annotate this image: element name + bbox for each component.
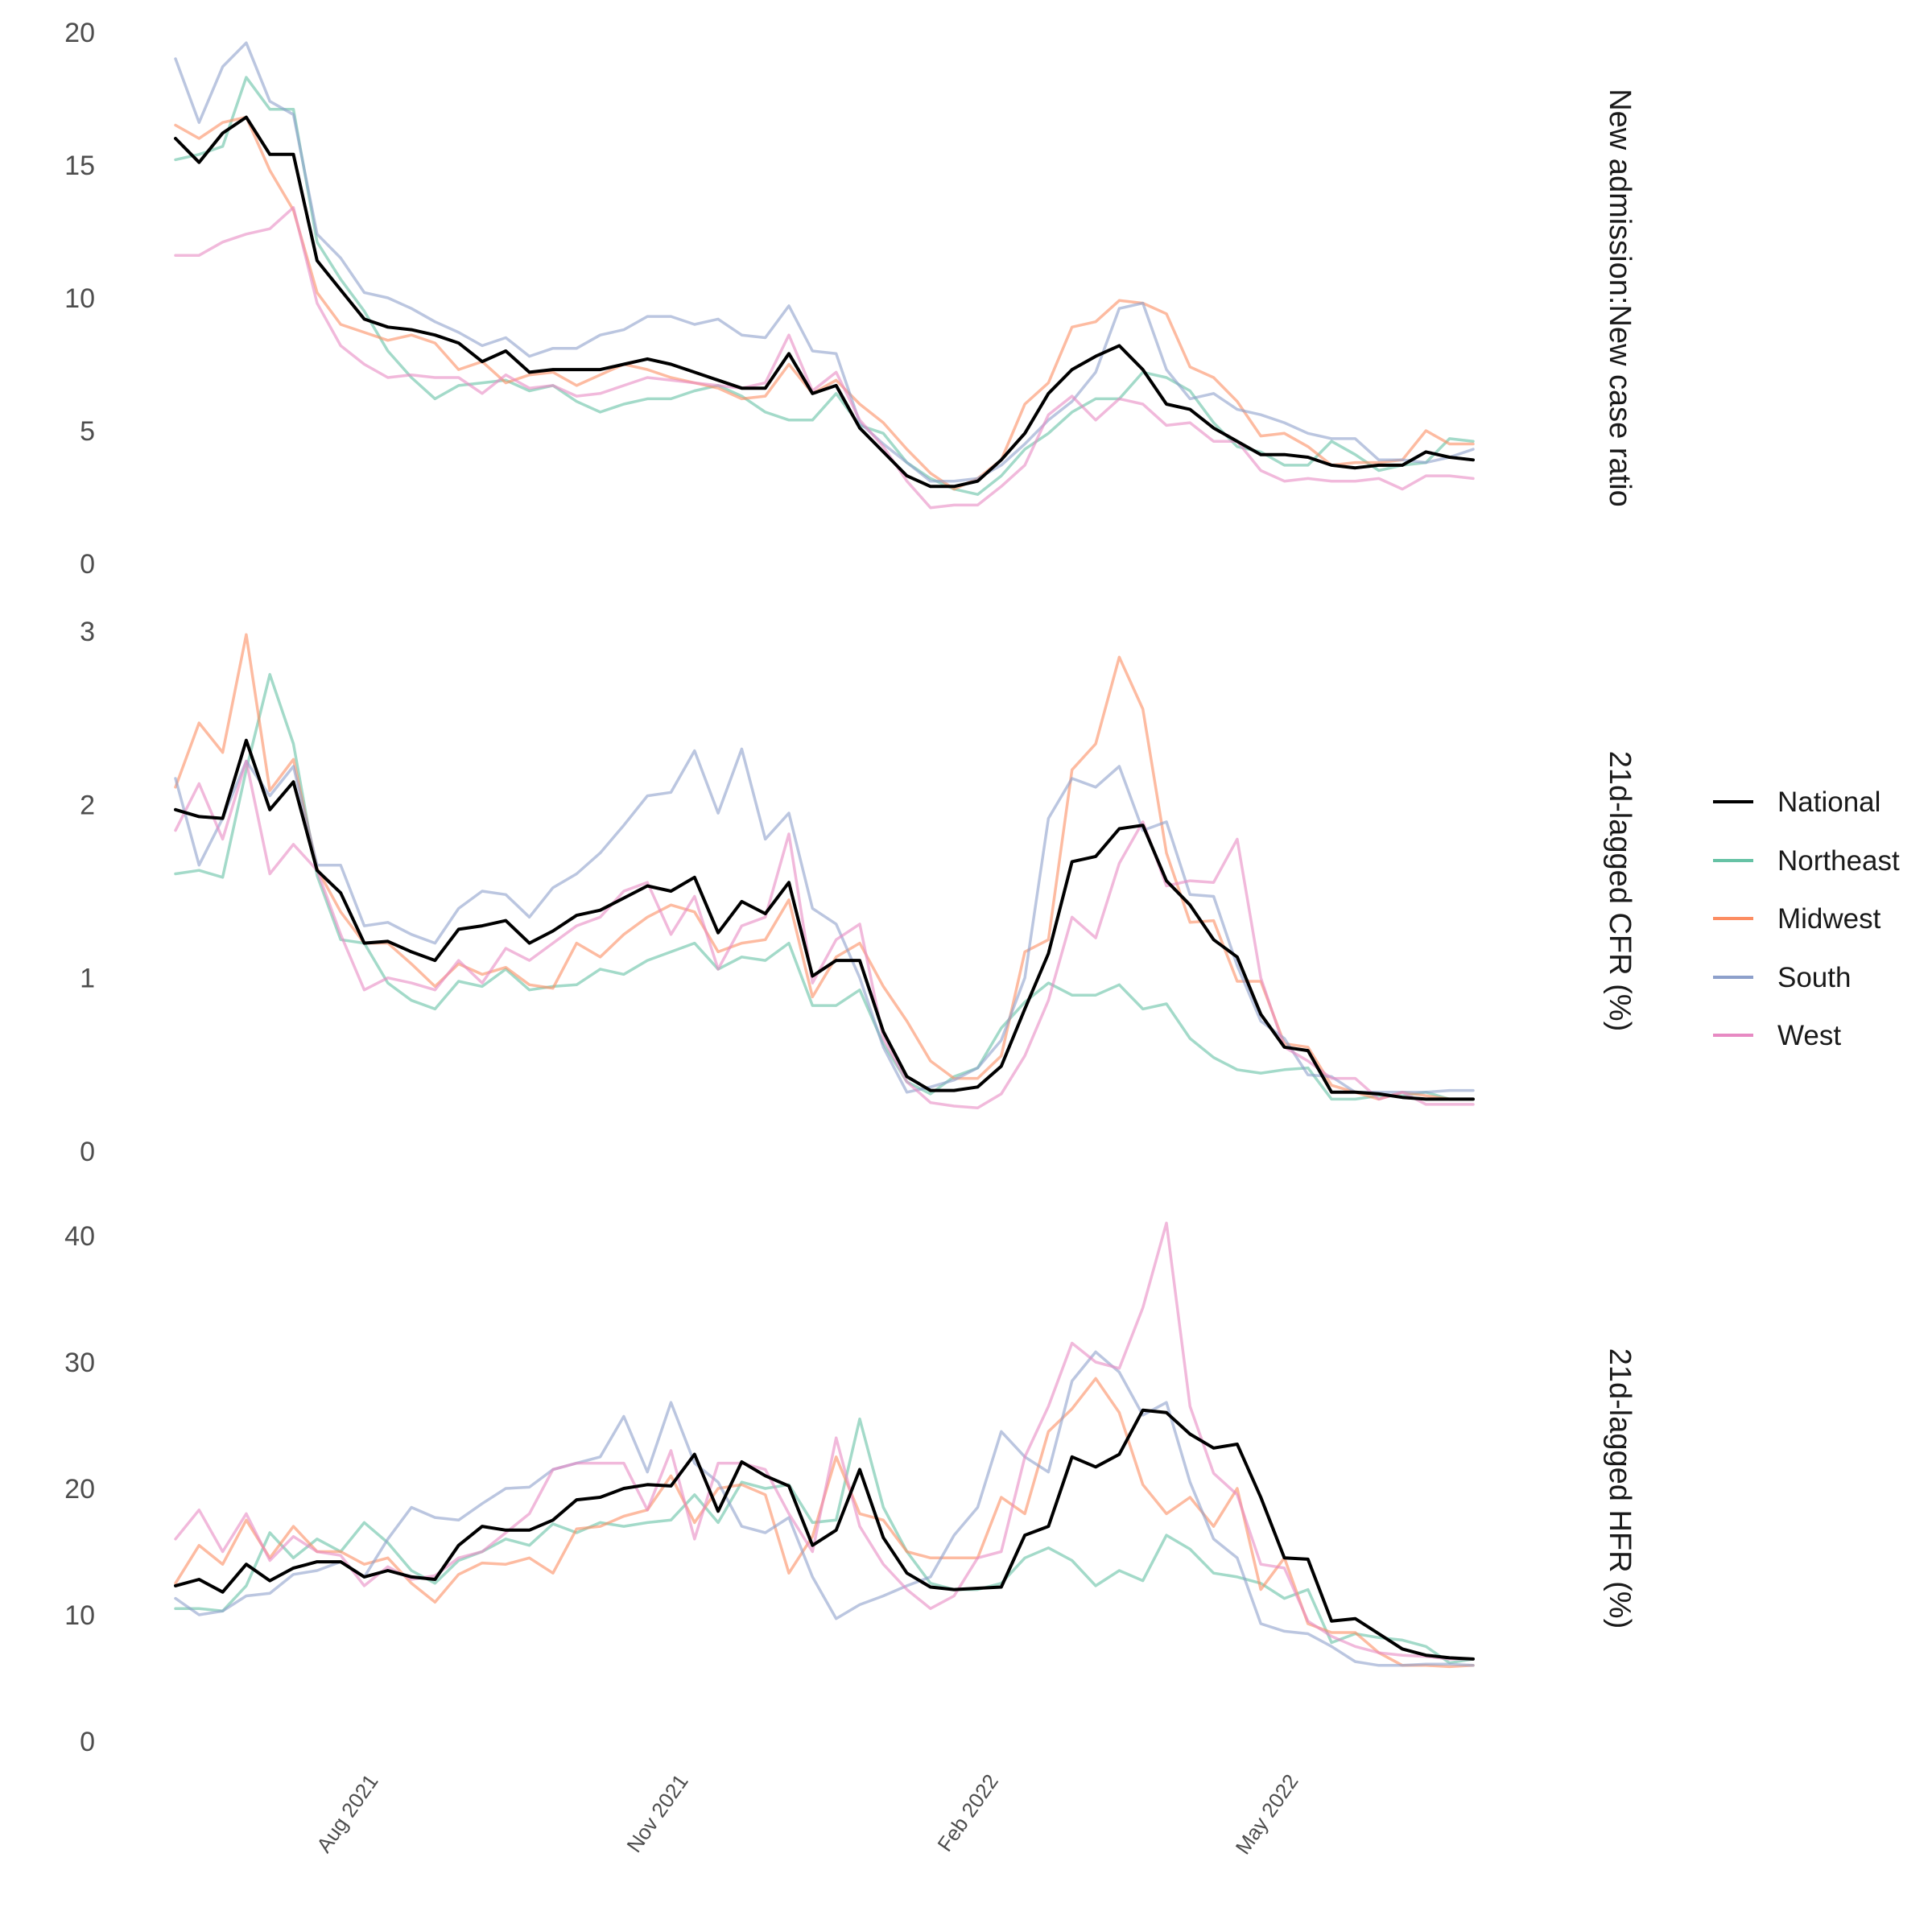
series-line-midwest [174,633,1475,1101]
y-tick-label: 2 [80,790,95,820]
panel-strip-label: 21d-lagged CFR (%) [1603,751,1637,1031]
x-tick-label: May 2022 [1231,1769,1303,1859]
series-line-midwest [174,115,1475,491]
series-line-south [174,747,1475,1094]
legend-label-west: West [1777,1020,1841,1051]
panel-1: 0 5 10 15 20 New admission:New case ratio [64,18,1637,580]
legend-item-national: National [1713,786,1880,818]
x-tick-label: Aug 2021 [312,1769,382,1856]
panel-2: 0 1 2 3 21d-lagged CFR (%) [80,617,1637,1167]
y-tick-label: 20 [64,18,95,48]
legend-label-northeast: Northeast [1777,845,1900,877]
legend-label-midwest: Midwest [1777,903,1881,935]
y-tick-label: 40 [64,1221,95,1252]
series-line-northeast [174,76,1475,496]
y-tick-label: 15 [64,151,95,181]
legend-item-south: South [1713,962,1851,993]
legend-label-south: South [1777,962,1851,993]
y-tick-label: 0 [80,1137,95,1167]
y-tick-label: 1 [80,964,95,994]
series-line-west [174,1221,1475,1661]
legend-item-west: West [1713,1020,1841,1051]
series-line-national [174,1408,1475,1661]
y-tick-label: 5 [80,416,95,447]
x-tick-label: Nov 2021 [621,1769,692,1856]
panel-strip-label: New admission:New case ratio [1603,89,1637,507]
series-line-northeast [174,673,1475,1101]
y-tick-label: 20 [64,1474,95,1505]
panel-3: 0 10 20 30 40 21d-lagged HFR (%) [64,1221,1637,1757]
series-line-national [174,115,1475,489]
y-tick-label: 30 [64,1348,95,1378]
series-line-west [174,206,1475,510]
series-line-south [174,1350,1475,1667]
y-tick-label: 3 [80,617,95,647]
series-line-west [174,759,1475,1109]
series-line-northeast [174,1417,1475,1665]
y-tick-label: 10 [64,1600,95,1631]
series-line-south [174,41,1475,483]
y-tick-label: 0 [80,1727,95,1757]
legend: National Northeast Midwest South West [1713,786,1900,1051]
series-line-national [174,738,1475,1101]
y-tick-label: 10 [64,283,95,314]
legend-item-midwest: Midwest [1713,903,1881,935]
legend-item-northeast: Northeast [1713,845,1900,877]
legend-label-national: National [1777,786,1880,818]
y-tick-label: 0 [80,549,95,580]
x-axis: Aug 2021 Nov 2021 Feb 2022 May 2022 [312,1769,1302,1859]
panel-strip-label: 21d-lagged HFR (%) [1603,1348,1637,1629]
x-tick-label: Feb 2022 [932,1769,1003,1856]
chart-panels: 0 5 10 15 20 New admission:New case ratio 0 1 2 3… [64,18,1637,1757]
